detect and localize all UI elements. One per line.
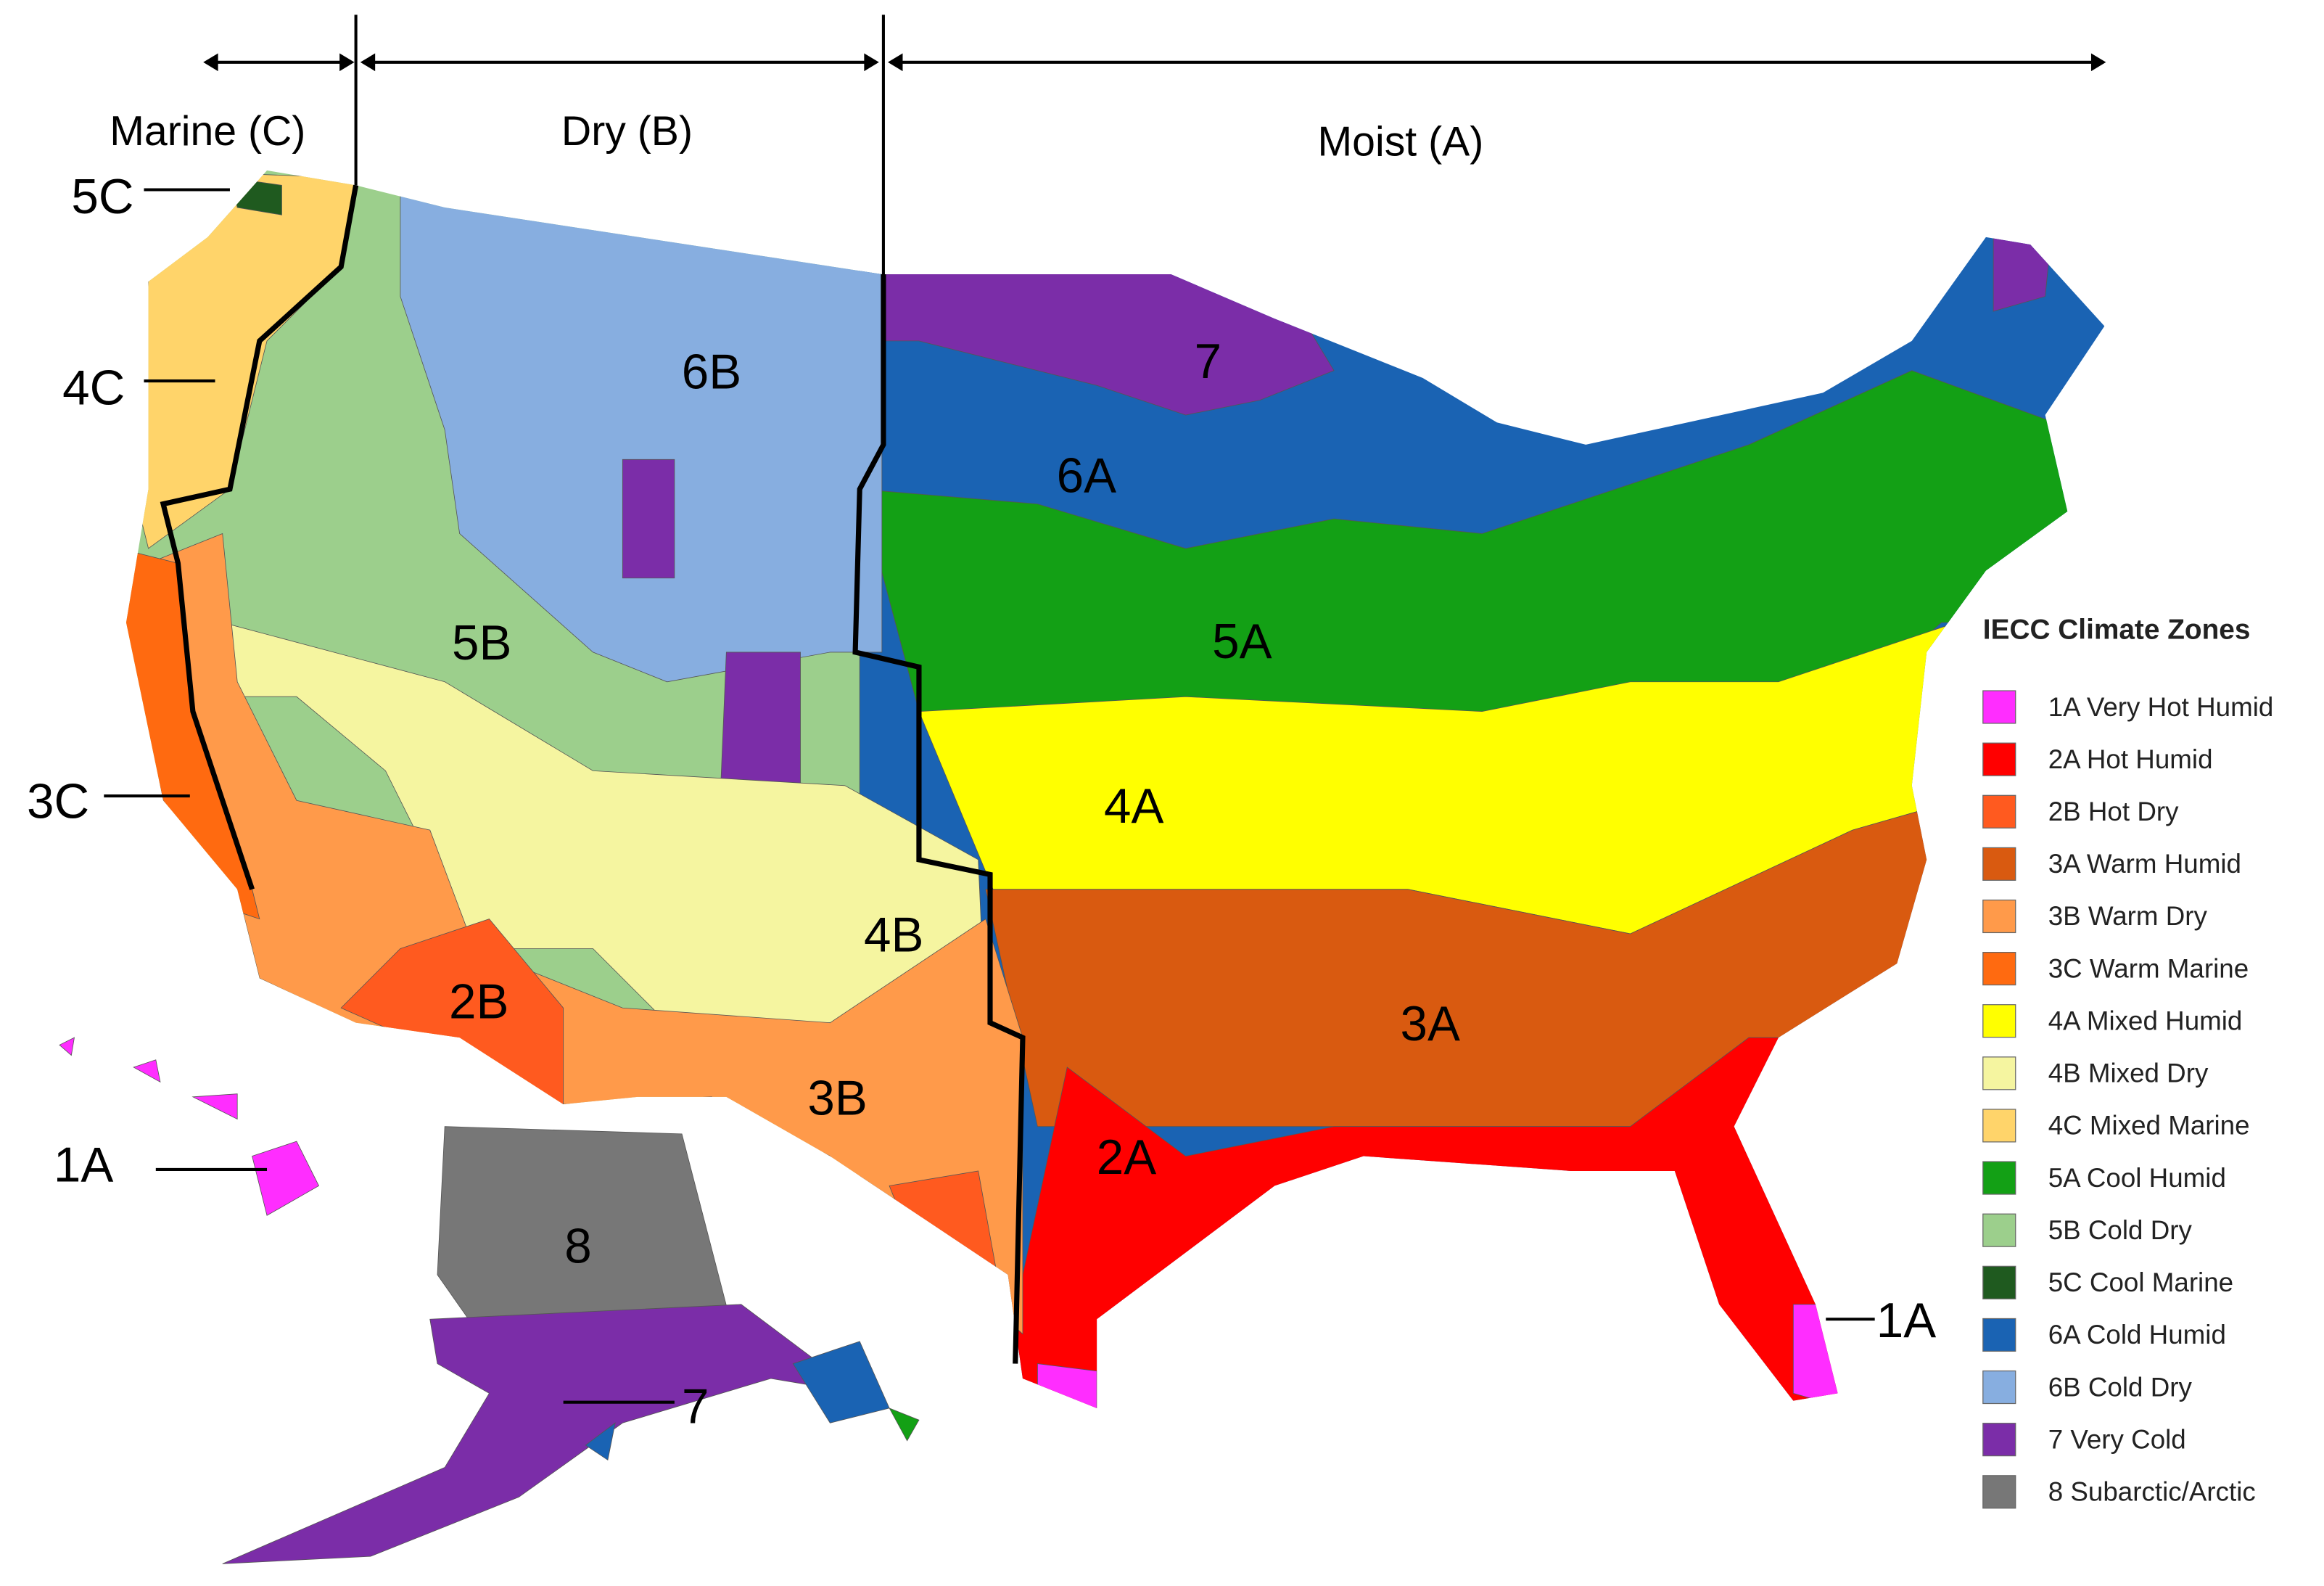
zone-area — [622, 459, 675, 579]
zone-label: 4C — [62, 361, 125, 416]
legend-label: 5B Cold Dry — [2048, 1215, 2193, 1245]
arrows — [203, 53, 2106, 72]
legend-label: 6B Cold Dry — [2048, 1372, 2193, 1402]
region-boundary — [160, 184, 359, 890]
leaders — [104, 188, 1875, 1404]
zone-label: 3B — [807, 1071, 867, 1125]
legend-label: 5C Cool Marine — [2048, 1267, 2233, 1297]
zone-label: 7 — [682, 1379, 709, 1434]
legend-label: 2B Hot Dry — [2048, 797, 2179, 826]
zone-label: 4A — [1104, 779, 1163, 834]
legend-label: 1A Very Hot Humid — [2048, 692, 2274, 722]
zone-label: 8 — [564, 1220, 592, 1274]
zone-label: 5C — [71, 170, 133, 224]
alaska-hawaii — [59, 1037, 920, 1564]
region-label: Moist (A) — [1318, 119, 1484, 165]
legend-label: 7 Very Cold — [2048, 1424, 2186, 1454]
zone-label: 5A — [1212, 615, 1272, 669]
zone-label: 5B — [452, 616, 511, 670]
legend-swatch — [1982, 742, 2016, 776]
zone-label: 6B — [682, 345, 741, 399]
legend-label: 3B Warm Dry — [2048, 901, 2208, 931]
zone-area — [191, 1093, 238, 1120]
zone-label: 2B — [449, 975, 508, 1030]
legend-label: 6A Cold Humid — [2048, 1320, 2226, 1349]
zone-area — [585, 1422, 616, 1461]
legend-swatch — [1982, 1109, 2016, 1143]
region-label: Marine (C) — [110, 108, 305, 155]
legend-swatch — [1982, 847, 2016, 881]
legend-swatch — [1982, 1161, 2016, 1195]
legend-label: 4B Mixed Dry — [2048, 1059, 2209, 1088]
legend-swatch — [1982, 1056, 2016, 1090]
zone-label: 6A — [1057, 448, 1116, 503]
legend-label: 2A Hot Humid — [2048, 744, 2213, 774]
legend-label: 5A Cool Humid — [2048, 1163, 2226, 1193]
region-boundary — [852, 274, 1026, 1364]
legend-swatch — [1982, 1318, 2016, 1352]
legend-swatch — [1982, 690, 2016, 724]
zone-area — [1037, 1363, 1097, 1408]
zone-area — [340, 919, 564, 1105]
zone-area — [792, 1341, 890, 1423]
region-label: Dry (B) — [561, 108, 693, 155]
legend-swatch — [1982, 1370, 2016, 1405]
legend-swatch — [1982, 1265, 2016, 1299]
zone-area — [252, 1141, 320, 1216]
zone-label: 1A — [1876, 1294, 1936, 1348]
zone-label: 4B — [864, 908, 923, 963]
zone-label: 3C — [27, 775, 89, 829]
zone-label: 3A — [1401, 997, 1460, 1051]
zone-area — [133, 1059, 161, 1083]
legend-label: 4C Mixed Marine — [2048, 1111, 2250, 1141]
zone-area — [222, 1304, 860, 1564]
legend-label: 4A Mixed Humid — [2048, 1006, 2243, 1035]
legend-swatch — [1982, 1213, 2016, 1247]
legend-swatch — [1982, 1004, 2016, 1038]
legend-title: IECC Climate Zones — [1983, 615, 2251, 646]
zone-area — [59, 1037, 75, 1056]
legend-swatch — [1982, 952, 2016, 986]
legend: 1A Very Hot Humid 2A Hot Humid 2B Hot Dry 3… — [1982, 690, 2274, 1509]
zone-area — [400, 192, 883, 683]
zone-label: 1A — [54, 1138, 113, 1192]
zone-label: 2A — [1097, 1130, 1156, 1185]
legend-swatch — [1982, 899, 2016, 934]
legend-swatch — [1982, 1475, 2016, 1509]
legend-label: 3A Warm Humid — [2048, 849, 2241, 879]
zone-area — [889, 1408, 920, 1442]
legend-swatch — [1982, 794, 2016, 829]
legend-label: 3C Warm Marine — [2048, 953, 2249, 983]
zone-label: 7 — [1195, 334, 1222, 389]
legend-label: 8 Subarctic/Arctic — [2048, 1477, 2256, 1507]
legend-swatch — [1982, 1423, 2016, 1457]
